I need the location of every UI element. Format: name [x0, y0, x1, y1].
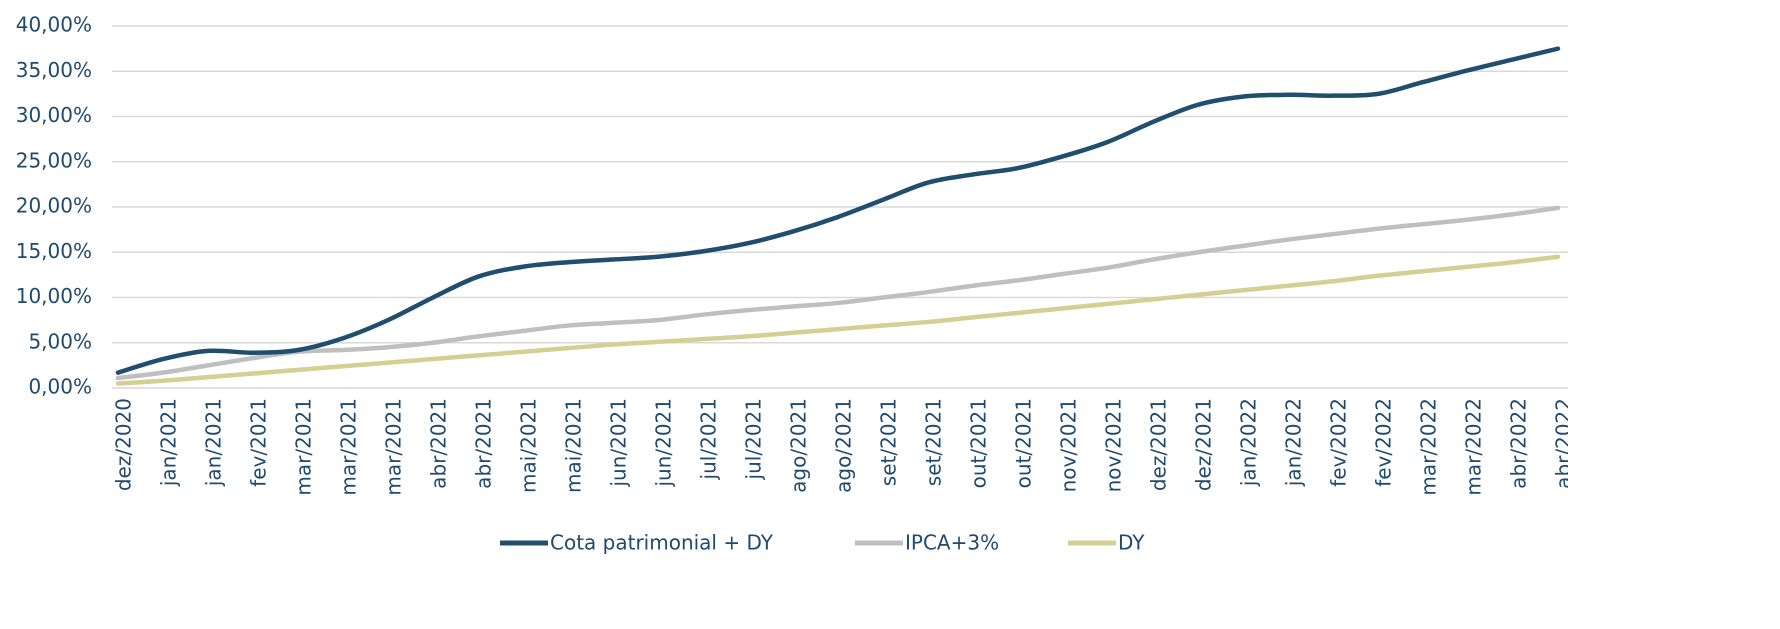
x-tick-label: nov/2021: [1057, 398, 1081, 492]
x-tick-label: jun/2021: [652, 398, 676, 488]
x-tick-label: abr/2022: [1507, 398, 1531, 489]
x-tick-label: abr/2022: [1552, 398, 1576, 489]
x-tick-label: jan/2022: [1237, 398, 1261, 487]
x-tick-label: ago/2021: [832, 398, 856, 493]
x-tick-label: mar/2022: [1417, 398, 1441, 496]
y-tick-label: 5,00%: [28, 329, 92, 353]
x-tick-label: fev/2021: [247, 398, 271, 487]
y-tick-label: 30,00%: [16, 103, 92, 127]
x-tick-label: out/2021: [967, 398, 991, 488]
legend-label: Cota patrimonial + DY: [550, 531, 774, 555]
x-tick-label: mar/2022: [1462, 398, 1486, 496]
x-tick-label: abr/2021: [472, 398, 496, 489]
x-tick-label: mar/2021: [292, 398, 316, 496]
legend-label: DY: [1118, 531, 1145, 555]
x-tick-label: jun/2021: [607, 398, 631, 488]
y-tick-label: 15,00%: [16, 239, 92, 263]
x-tick-label: jul/2021: [697, 398, 721, 480]
series-line: [115, 46, 1561, 375]
x-tick-label: jan/2022: [1282, 398, 1306, 487]
series-line: [115, 254, 1561, 386]
x-tick-label: fev/2022: [1327, 398, 1351, 487]
x-tick-label: fev/2022: [1372, 398, 1396, 487]
plot-area: 0,00% 5,00% 10,00% 15,00% 20,00% 25,00% 30,00%…: [16, 13, 1576, 496]
x-tick-label: jan/2021: [202, 398, 226, 487]
x-tick-label: mar/2021: [337, 398, 361, 496]
y-tick-label: 20,00%: [16, 194, 92, 218]
series-line: [115, 205, 1561, 381]
x-tick-label: dez/2020: [112, 398, 136, 491]
x-tick-label: set/2021: [877, 398, 901, 486]
x-tick-label: ago/2021: [787, 398, 811, 493]
x-tick-label: jul/2021: [742, 398, 766, 480]
x-tick-label: mar/2021: [382, 398, 406, 496]
y-tick-label: 35,00%: [16, 58, 92, 82]
x-tick-label: set/2021: [922, 398, 946, 486]
x-tick-label: mai/2021: [517, 398, 541, 493]
x-tick-label: nov/2021: [1102, 398, 1126, 492]
x-tick-label: abr/2021: [427, 398, 451, 489]
y-tick-label: 0,00%: [28, 375, 92, 399]
x-tick-label: mai/2021: [562, 398, 586, 493]
y-tick-label: 25,00%: [16, 148, 92, 172]
y-tick-label: 10,00%: [16, 284, 92, 308]
y-tick-label: 40,00%: [16, 13, 92, 37]
x-tick-label: jan/2021: [157, 398, 181, 487]
x-tick-label: dez/2021: [1147, 398, 1171, 491]
x-tick-label: dez/2021: [1192, 398, 1216, 491]
x-tick-label: out/2021: [1012, 398, 1036, 488]
legend-label: IPCA+3%: [905, 531, 999, 555]
